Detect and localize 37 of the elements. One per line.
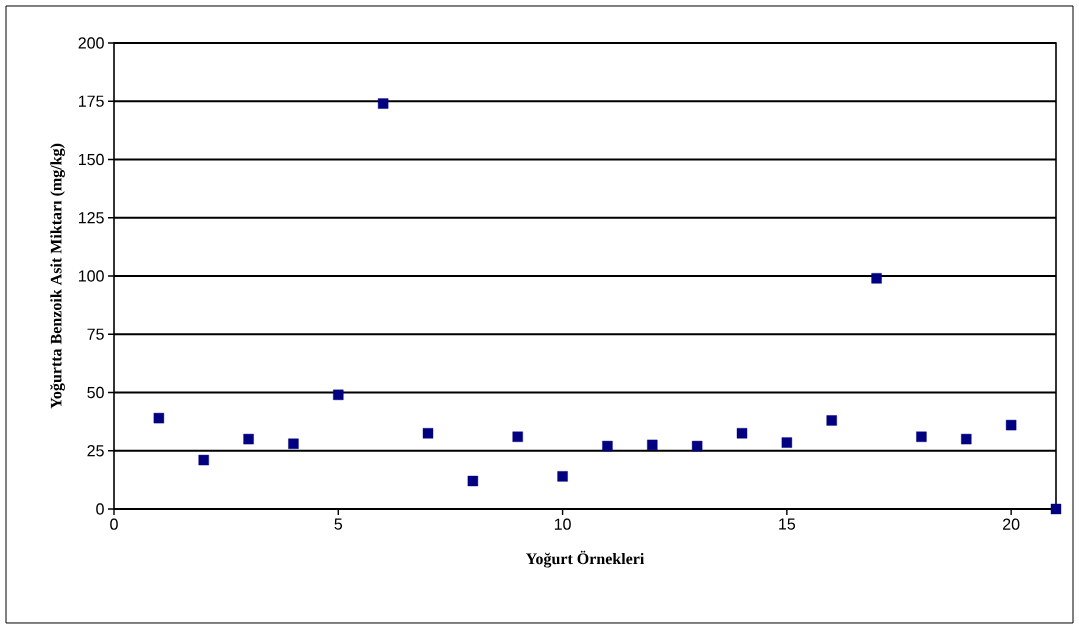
y-tick-label: 50 <box>87 386 104 399</box>
point <box>377 98 389 109</box>
point <box>916 431 927 442</box>
x-axis-title: Yoğurt Örnekleri <box>525 550 645 568</box>
point <box>557 471 568 482</box>
y-tick-label: 25 <box>87 445 104 457</box>
x-tick-label: 5 <box>334 518 343 530</box>
point <box>153 412 165 424</box>
point <box>1005 419 1017 431</box>
point <box>826 415 837 426</box>
y-tick-label: 150 <box>79 153 104 166</box>
point <box>691 440 703 452</box>
point <box>961 433 972 445</box>
point <box>467 475 479 487</box>
x-tick-label: 20 <box>1003 518 1020 530</box>
y-tick-label: 0 <box>96 503 104 515</box>
y-tick-label: 175 <box>79 95 104 107</box>
point <box>871 273 882 284</box>
x-tick-label: 10 <box>554 518 571 530</box>
y-tick-label: 100 <box>79 270 104 282</box>
point <box>333 389 344 401</box>
y-tick-label: 125 <box>79 212 104 224</box>
point <box>602 440 613 452</box>
y-tick-label: 75 <box>87 328 104 340</box>
point <box>243 433 254 445</box>
point <box>512 431 523 442</box>
point <box>736 428 748 439</box>
x-tick-label: 15 <box>779 518 796 530</box>
point <box>781 437 793 448</box>
point <box>288 438 299 449</box>
y-tick-label: 200 <box>78 37 104 49</box>
point <box>198 454 209 466</box>
y-axis-title: Yoğurtta Benzoik Asit Miktarı (mg/kg) <box>50 143 65 409</box>
point <box>1050 503 1062 515</box>
point <box>422 428 434 439</box>
x-tick-label: 0 <box>110 518 118 530</box>
point <box>647 439 658 451</box>
